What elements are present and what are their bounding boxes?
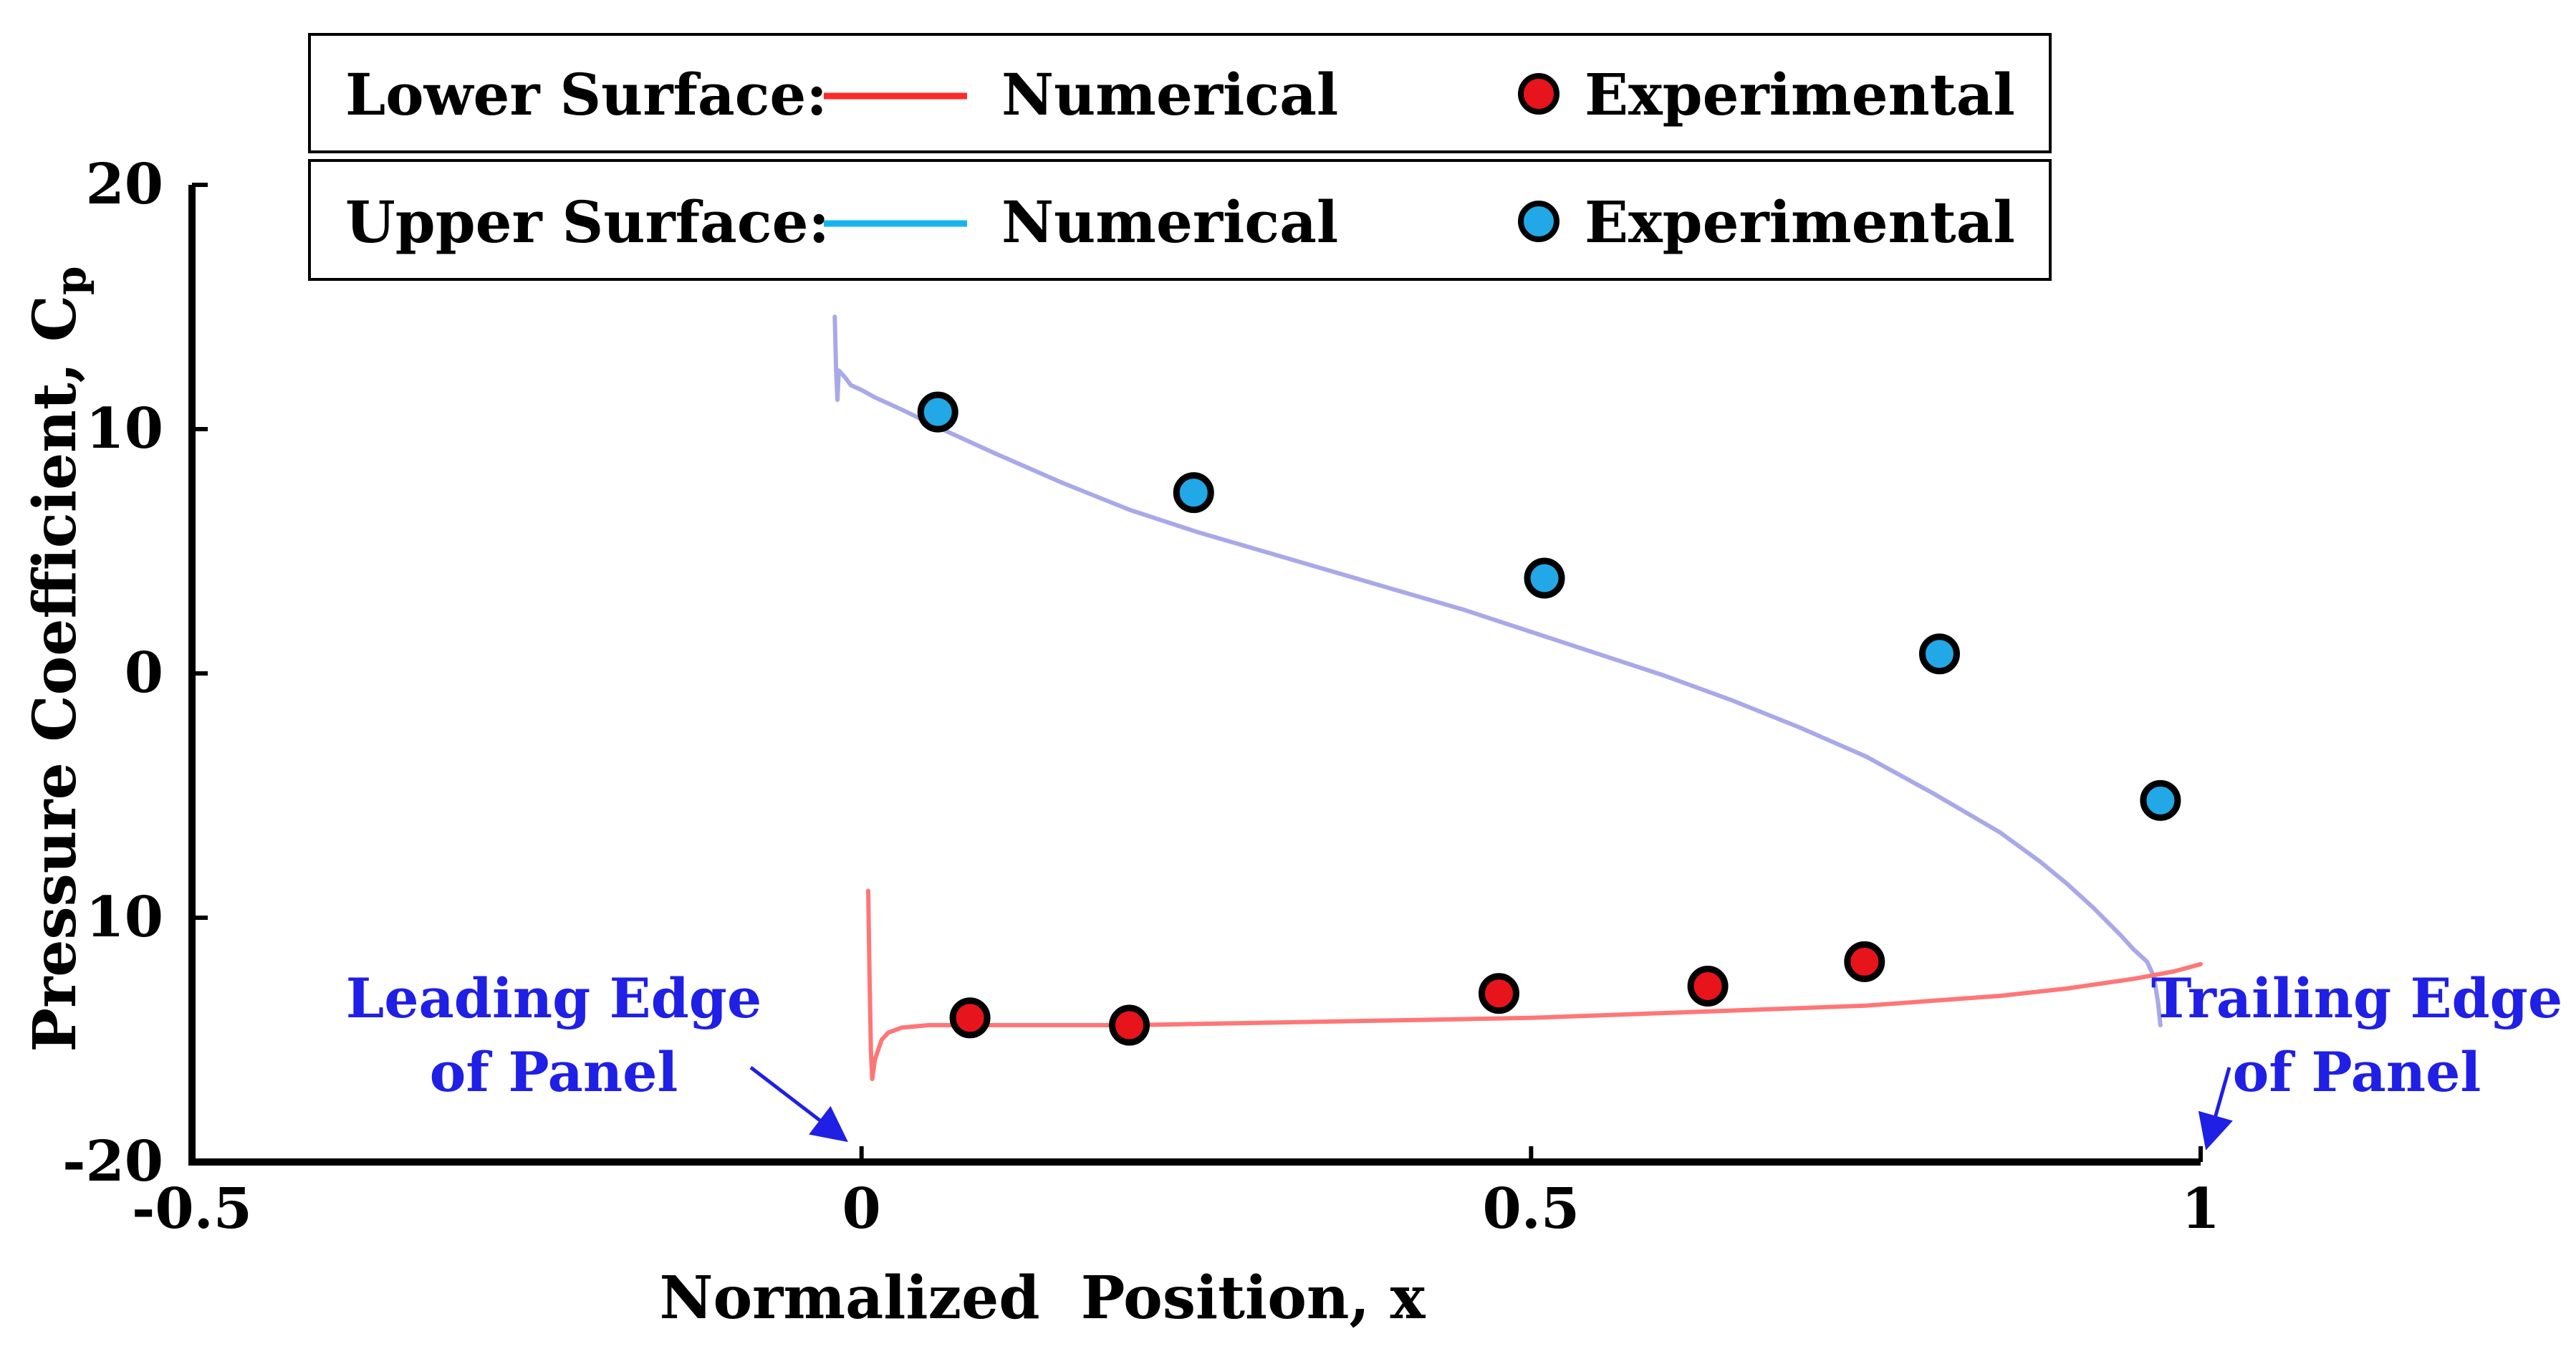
upper-experimental-point bbox=[1173, 472, 1214, 514]
series-line-lower-numerical bbox=[866, 888, 2203, 1082]
y-axis-title-subscript: p bbox=[47, 266, 95, 295]
trailing-edge-label: Trailing Edge of Panel bbox=[2151, 966, 2562, 1104]
y-ticks: 20 10 0 10 -20 bbox=[62, 152, 208, 1194]
series-line-upper-numerical bbox=[832, 315, 2163, 1027]
legend-lower-line-label: Numerical bbox=[1001, 61, 1338, 128]
y-axis-title: Pressure Coefficient, Cp bbox=[21, 266, 95, 1052]
leading-edge-line-2: of Panel bbox=[430, 1040, 678, 1104]
x-ticks: -0.5 0 0.5 1 bbox=[132, 1146, 2220, 1242]
y-tick-label: 20 bbox=[85, 152, 163, 217]
lower-experimental-point bbox=[949, 997, 991, 1039]
leading-edge-annotation: Leading Edge of Panel bbox=[346, 966, 848, 1143]
legend-upper-line-label: Numerical bbox=[1001, 188, 1338, 256]
trailing-edge-line-2: of Panel bbox=[2233, 1040, 2481, 1104]
lower-experimental-point bbox=[1478, 973, 1519, 1014]
y-tick-label: 10 bbox=[85, 885, 163, 950]
y-tick-label: -20 bbox=[62, 1129, 163, 1194]
x-tick-label: 1 bbox=[2181, 1176, 2220, 1242]
leading-edge-label: Leading Edge of Panel bbox=[346, 966, 761, 1104]
trailing-edge-annotation: Trailing Edge of Panel bbox=[2151, 966, 2562, 1151]
x-tick-label: -0.5 bbox=[132, 1176, 252, 1242]
upper-experimental-point bbox=[1524, 557, 1565, 599]
x-tick-label: 0.5 bbox=[1482, 1176, 1580, 1242]
y-tick-label: 10 bbox=[85, 396, 163, 461]
y-axis-title-main: Pressure Coefficient, C bbox=[21, 295, 90, 1052]
trailing-edge-line-1: Trailing Edge bbox=[2151, 966, 2562, 1030]
trailing-edge-arrow bbox=[2198, 1067, 2233, 1151]
x-axis-title: Normalized Position, x bbox=[659, 1264, 1426, 1333]
legend-lower-point-label: Experimental bbox=[1585, 61, 2015, 128]
lower-experimental-point bbox=[1687, 965, 1729, 1007]
upper-experimental-point bbox=[917, 391, 958, 433]
legend-row-lower: Lower Surface: Numerical Experimental bbox=[308, 33, 2052, 153]
lower-experimental-point bbox=[1109, 1004, 1150, 1046]
upper-experimental-point bbox=[2140, 779, 2181, 821]
legend-row-upper: Upper Surface: Numerical Experimental bbox=[308, 159, 2052, 281]
legend-upper-group-label: Upper Surface: bbox=[345, 188, 830, 256]
series-points bbox=[917, 391, 2181, 1046]
upper-experimental-point bbox=[1918, 633, 1960, 675]
leading-edge-line-1: Leading Edge bbox=[346, 966, 761, 1030]
legend-upper-point-label: Experimental bbox=[1585, 188, 2015, 256]
legend-lower-group-label: Lower Surface: bbox=[345, 61, 827, 128]
legend-upper-marker bbox=[1518, 201, 1559, 242]
legend: Lower Surface: Numerical Experimental Up… bbox=[308, 33, 2052, 281]
legend-lower-marker bbox=[1518, 73, 1559, 115]
y-tick-label: 0 bbox=[125, 640, 163, 706]
legend-box-lower bbox=[308, 33, 2052, 153]
x-tick-label: 0 bbox=[842, 1176, 881, 1242]
leading-edge-arrow bbox=[749, 1066, 848, 1143]
legend-box-upper bbox=[308, 159, 2052, 281]
lower-experimental-point bbox=[1844, 941, 1885, 982]
series-lines bbox=[832, 315, 2203, 1082]
